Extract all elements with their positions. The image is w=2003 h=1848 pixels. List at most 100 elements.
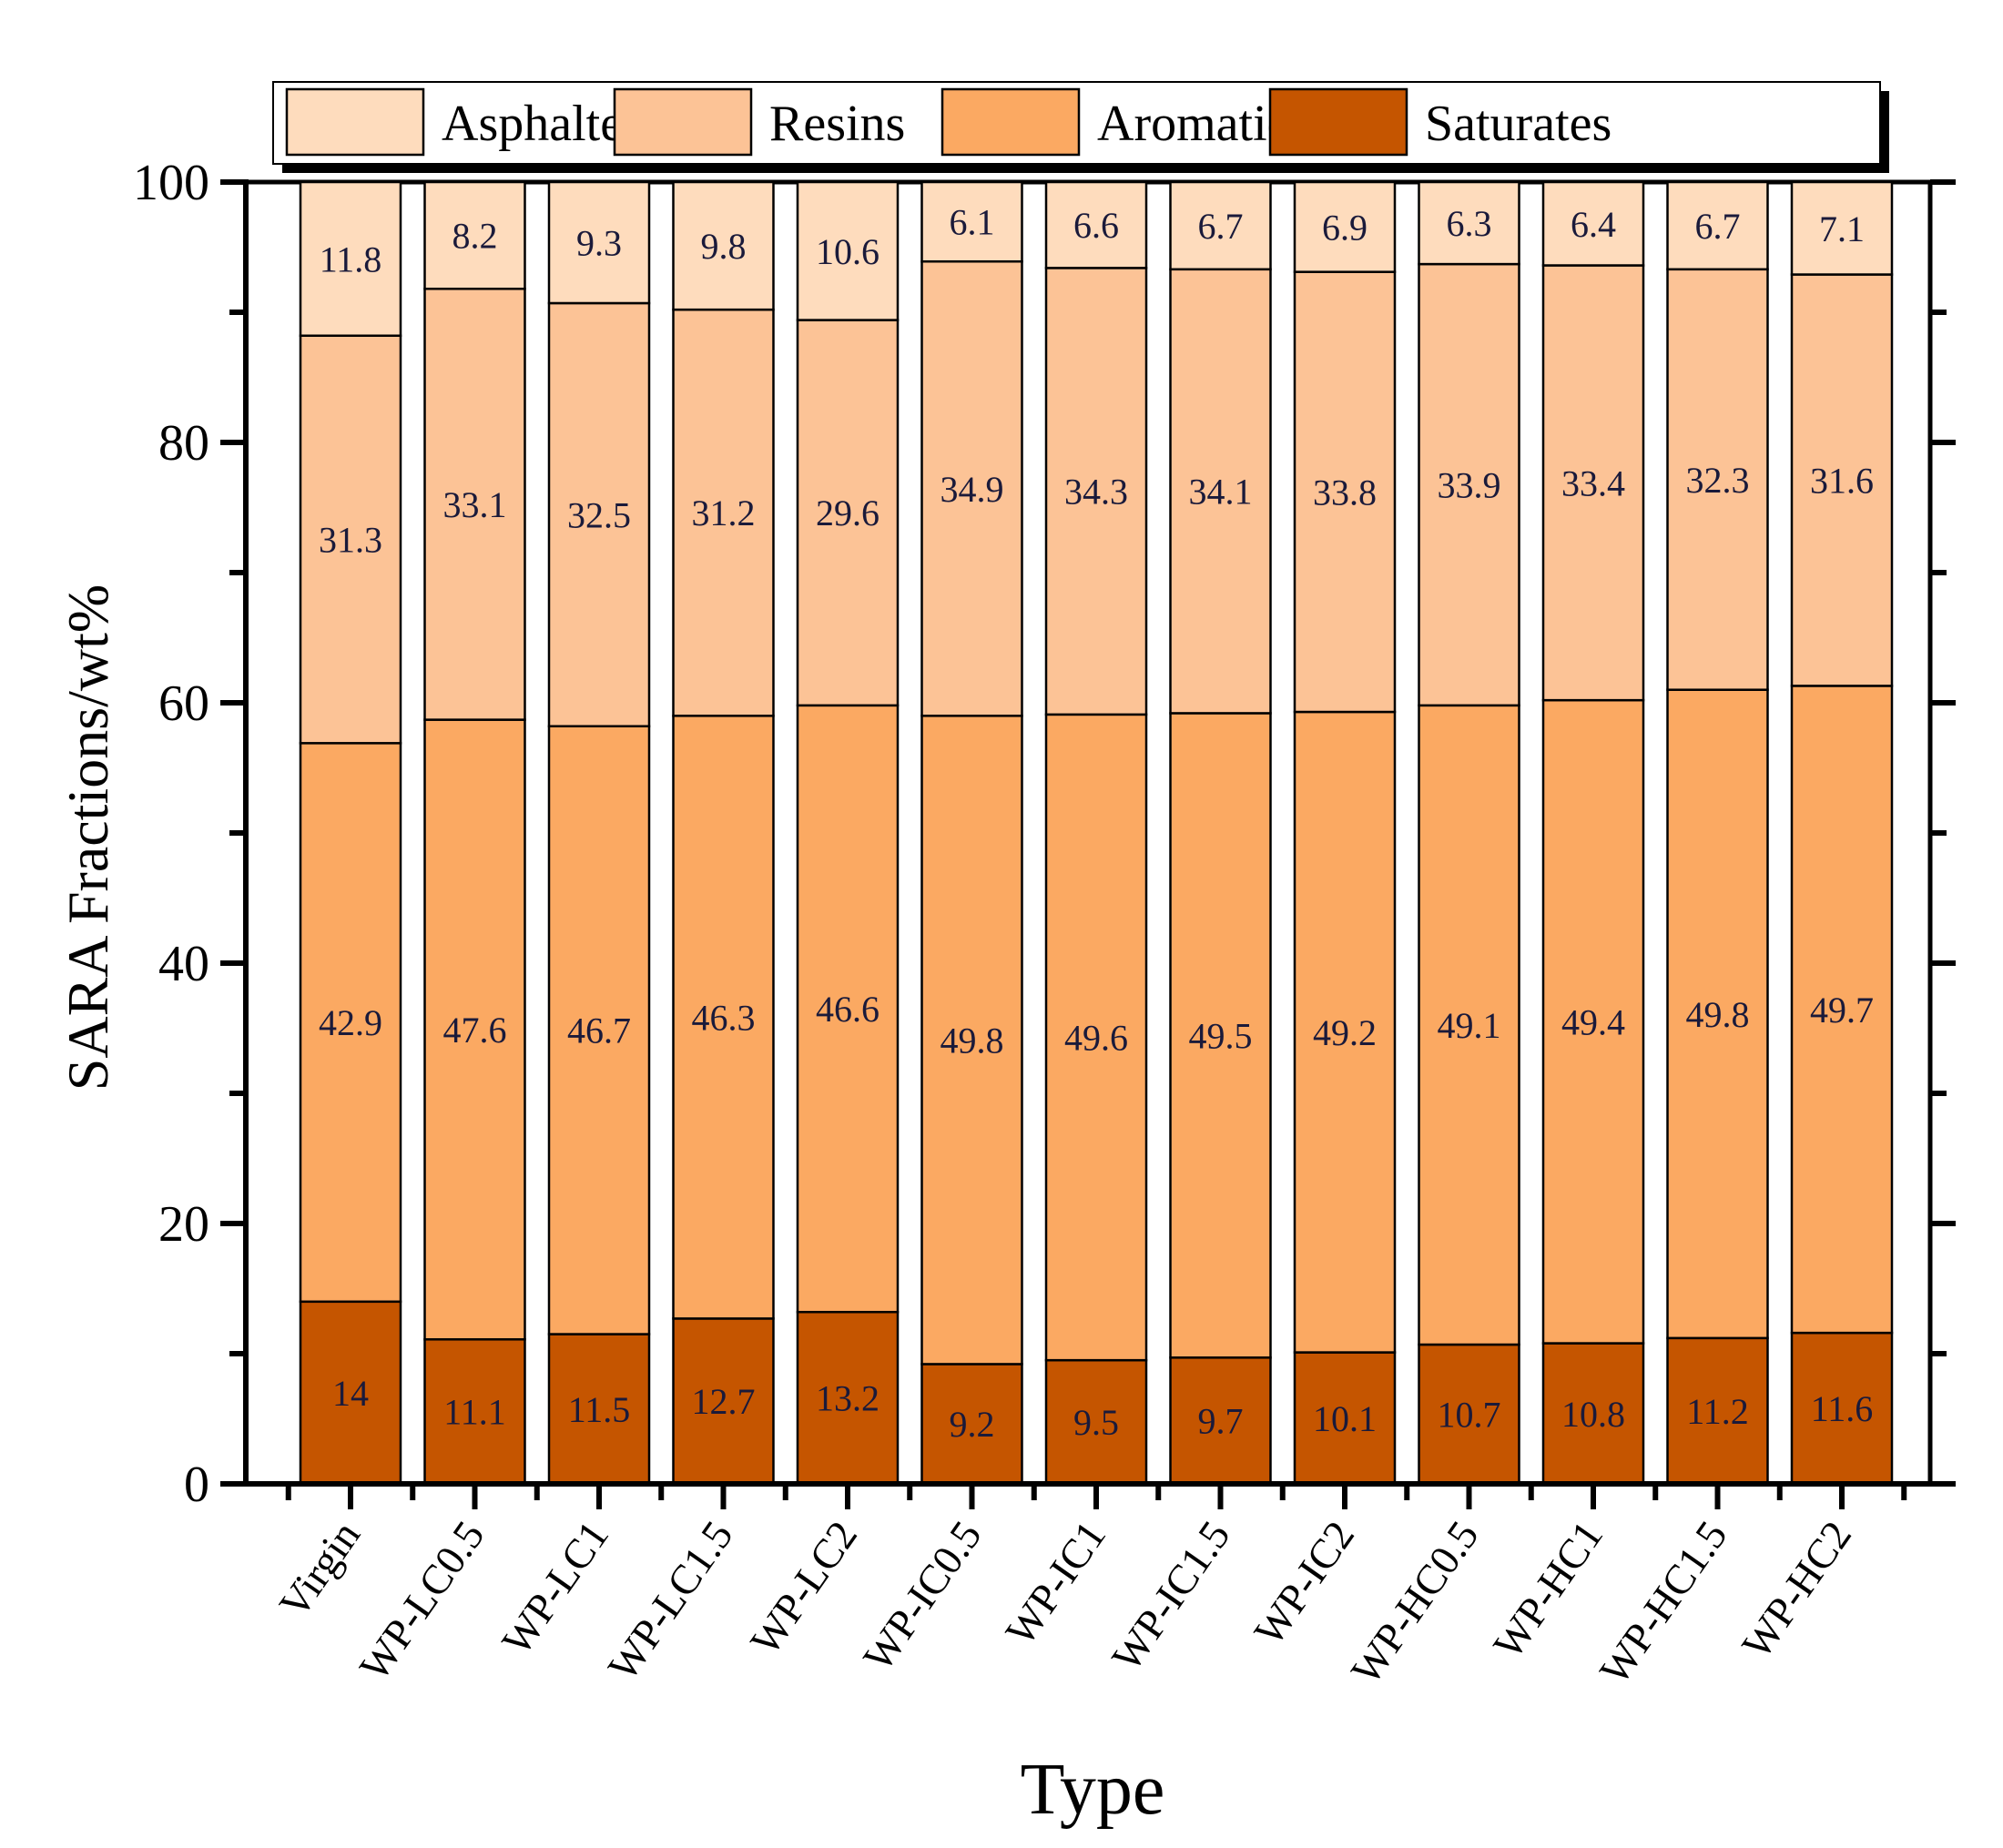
data-label-resins: 34.3 [1064,472,1128,513]
bar-segment-aromatics [1044,713,1148,1362]
bar-segment-resins [547,301,651,727]
y-axis: 0 20 40 60 80 100 [133,155,249,1513]
bar-segment-saturates [299,1300,402,1486]
y-tick-label: 60 [158,675,209,732]
y-tick-label: 100 [133,155,209,211]
data-label-aromatics: 49.5 [1189,1015,1253,1056]
x-tick-label: WP-HC0.5 [1342,1512,1488,1692]
data-label-aromatics: 42.9 [319,1002,382,1043]
data-label-resins: 31.3 [319,520,382,561]
legend-swatch-resins [613,87,753,157]
bar-stack-wp-hc1: 10.8 49.4 33.4 6.4 [1541,180,1645,1486]
data-label-resins: 34.9 [940,469,1004,510]
x-tick-label: WP-IC1.5 [1103,1512,1239,1679]
x-tick-label: WP-LC1.5 [599,1512,742,1689]
bar-segment-aromatics [672,715,775,1320]
data-label-aromatics: 49.7 [1810,990,1874,1031]
data-label-resins: 33.9 [1438,464,1501,505]
data-label-resins: 33.1 [443,484,507,525]
bar-segment-saturates [1169,1356,1272,1486]
data-label-aromatics: 49.8 [1686,994,1750,1035]
data-label-aromatics: 46.7 [567,1010,631,1051]
data-label-saturates: 9.2 [950,1404,995,1445]
x-tick-label: Virgin [270,1512,370,1626]
data-label-saturates: 11.2 [1686,1391,1749,1432]
bar-segment-asphaltenes [547,180,651,305]
bar-stack-wp-hc1.5: 11.2 49.8 32.3 6.7 [1666,180,1769,1486]
bar-segment-saturates [920,1363,1023,1486]
data-label-saturates: 11.5 [568,1389,631,1430]
data-label-asphaltenes: 10.6 [816,231,879,272]
data-label-aromatics: 49.8 [940,1020,1004,1061]
bar-segment-asphaltenes [796,180,900,321]
y-tick-label: 0 [184,1457,209,1513]
legend-item-aromatics: Aromatics [940,87,1309,157]
data-label-asphaltenes: 9.3 [576,222,622,263]
data-label-resins: 33.4 [1561,462,1625,503]
legend-swatch-saturates [1268,87,1408,157]
data-label-asphaltenes: 6.4 [1571,204,1616,245]
bar-segment-resins [1418,262,1520,707]
data-label-saturates: 12.7 [692,1381,756,1422]
bar-segment-asphaltenes [423,180,526,290]
data-label-aromatics: 49.2 [1313,1012,1377,1053]
bar-stack-virgin: 14 42.9 31.3 11.8 [299,180,402,1486]
bar-segment-asphaltenes [1169,180,1272,271]
data-label-saturates: 10.7 [1438,1394,1501,1435]
bar-segment-resins [1169,268,1272,715]
data-label-saturates: 10.1 [1313,1398,1377,1439]
data-label-aromatics: 49.1 [1438,1005,1501,1046]
bar-segment-asphaltenes [1541,180,1645,267]
bar-segment-resins [299,334,402,745]
data-label-asphaltenes: 11.8 [320,239,382,279]
bar-stack-wp-ic2: 10.1 49.2 33.8 6.9 [1293,180,1397,1486]
bar-segment-asphaltenes [299,180,402,337]
bar-stacks: 14 42.9 31.3 11.8 11.1 47.6 33.1 8.2 11.5 46.7 32.… [299,180,1894,1486]
data-label-asphaltenes: 7.1 [1819,208,1865,249]
data-label-resins: 31.2 [692,492,756,533]
data-label-asphaltenes: 9.8 [701,226,747,267]
legend: Asphaltenes Resins Aromatics Saturates [272,81,1889,173]
bar-segment-aromatics [423,718,526,1341]
x-axis-title: Type [1021,1750,1165,1830]
data-label-resins: 33.8 [1313,472,1377,513]
x-tick-label: WP-LC0.5 [351,1512,493,1689]
bar-segment-resins [1541,264,1645,702]
data-label-aromatics: 49.6 [1064,1018,1128,1059]
x-tick-label: WP-IC0.5 [854,1512,991,1679]
data-label-saturates: 11.6 [1811,1388,1874,1429]
x-tick-label: WP-HC1 [1484,1512,1612,1667]
data-label-asphaltenes: 8.2 [452,216,498,257]
bar-segment-saturates [1044,1358,1148,1486]
legend-label-resins: Resins [769,96,905,152]
x-tick-label: WP-IC2 [1245,1512,1363,1653]
data-label-asphaltenes: 6.6 [1073,205,1119,246]
bar-segment-saturates [796,1310,900,1486]
data-label-asphaltenes: 6.7 [1695,206,1741,247]
bar-segment-saturates [672,1317,775,1486]
bar-segment-saturates [1418,1343,1520,1486]
data-label-saturates: 14 [332,1373,369,1414]
data-label-resins: 32.3 [1686,460,1750,501]
y-tick-label: 40 [158,936,209,992]
bar-segment-aromatics [1418,704,1520,1346]
data-label-saturates: 13.2 [816,1378,879,1419]
bar-stack-wp-ic0.5: 9.2 49.8 34.9 6.1 [920,180,1023,1486]
bar-segment-asphaltenes [1293,180,1397,273]
data-label-asphaltenes: 6.1 [950,202,995,243]
bar-segment-aromatics [1293,710,1397,1354]
data-label-resins: 31.6 [1810,460,1874,501]
legend-label-saturates: Saturates [1425,96,1612,152]
data-label-saturates: 9.7 [1198,1401,1244,1442]
data-label-saturates: 10.8 [1561,1394,1625,1435]
data-label-saturates: 11.1 [443,1392,506,1433]
bar-segment-asphaltenes [1666,180,1769,271]
bar-stack-wp-hc2: 11.6 49.7 31.6 7.1 [1790,180,1894,1486]
data-label-asphaltenes: 6.9 [1322,207,1368,248]
data-label-saturates: 9.5 [1073,1402,1119,1443]
bar-segment-saturates [1293,1351,1397,1486]
data-label-asphaltenes: 6.3 [1447,203,1492,244]
x-tick-label: WP-LC2 [741,1512,866,1662]
y-axis-title: SARA Fractions/wt% [56,584,120,1091]
bar-segment-resins [423,288,526,721]
